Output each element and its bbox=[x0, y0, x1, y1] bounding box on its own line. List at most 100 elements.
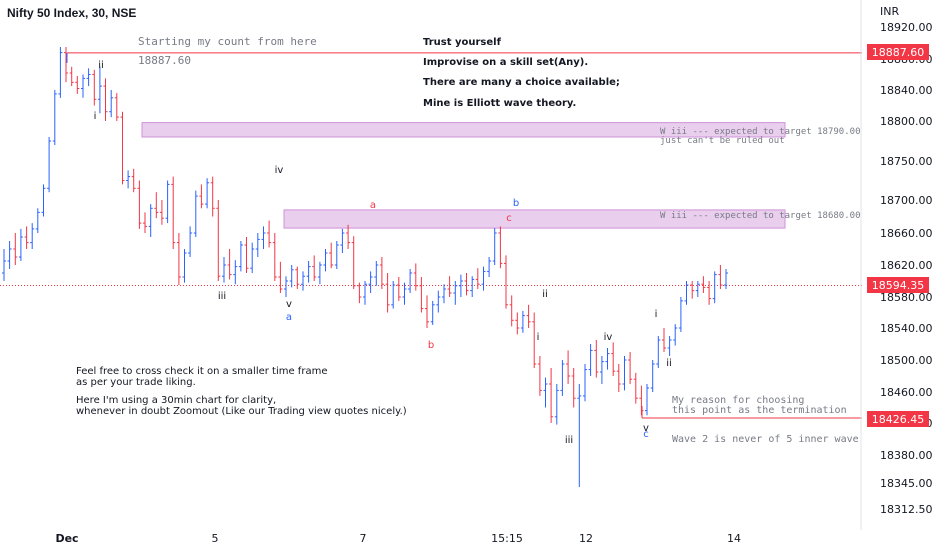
wave-label: b bbox=[428, 340, 434, 351]
motto-line-1: Trust yourself bbox=[423, 37, 502, 48]
candle bbox=[2, 249, 6, 281]
target-zone bbox=[283, 209, 786, 229]
candle bbox=[86, 68, 91, 87]
candle bbox=[137, 180, 142, 229]
candle bbox=[413, 263, 418, 291]
candle bbox=[199, 184, 204, 209]
candle bbox=[695, 281, 700, 297]
wave-label: iii bbox=[218, 291, 226, 302]
wave-label: i bbox=[94, 111, 97, 122]
reason-line-2: this point as the termination bbox=[672, 405, 847, 416]
candle bbox=[159, 200, 164, 225]
y-tick-label: 18460.00 bbox=[880, 386, 932, 399]
candle bbox=[498, 226, 503, 269]
candle bbox=[41, 184, 46, 217]
candle bbox=[690, 281, 695, 299]
candle bbox=[577, 384, 582, 487]
y-tick-label: 18345.00 bbox=[880, 477, 932, 490]
wave-label: ii bbox=[666, 358, 672, 369]
candle bbox=[560, 360, 565, 396]
candle bbox=[216, 200, 221, 281]
wave-label: a bbox=[370, 200, 376, 211]
candle bbox=[75, 76, 80, 94]
candle bbox=[707, 281, 712, 305]
candle bbox=[594, 340, 599, 378]
candle bbox=[396, 277, 401, 301]
candle bbox=[143, 212, 147, 233]
x-tick-label: 12 bbox=[579, 532, 593, 545]
candle bbox=[633, 372, 638, 404]
candle bbox=[30, 223, 35, 249]
candle bbox=[419, 277, 424, 313]
candle bbox=[673, 324, 678, 346]
candle bbox=[334, 241, 339, 269]
wave-label: ii bbox=[98, 60, 104, 71]
wave-label: iii bbox=[565, 435, 573, 446]
candle bbox=[475, 268, 480, 289]
x-tick-label: 14 bbox=[727, 532, 741, 545]
candle bbox=[317, 261, 322, 285]
candle bbox=[52, 90, 57, 145]
candle bbox=[599, 356, 604, 384]
svg-text:18594.35: 18594.35 bbox=[872, 279, 925, 292]
wave-label: i bbox=[537, 332, 540, 343]
x-tick-label: 15:15 bbox=[491, 532, 523, 545]
candle bbox=[583, 364, 587, 402]
wave-label: c bbox=[643, 429, 649, 440]
candle bbox=[645, 384, 649, 416]
candle bbox=[103, 78, 108, 121]
wave-label: a bbox=[286, 312, 292, 323]
horizontal-lines bbox=[0, 52, 862, 419]
candle bbox=[515, 312, 520, 335]
svg-text:18426.45: 18426.45 bbox=[872, 413, 925, 426]
note-line-1: Feel free to cross check it on a smaller… bbox=[76, 366, 327, 377]
candle bbox=[272, 233, 277, 281]
y-tick-label: 18750.00 bbox=[880, 155, 932, 168]
start-title: Starting my count from here bbox=[138, 35, 317, 48]
candle bbox=[566, 350, 571, 384]
candle bbox=[114, 93, 119, 121]
wave-label: b bbox=[513, 198, 519, 209]
candle bbox=[639, 385, 644, 416]
candle bbox=[13, 233, 18, 265]
candle bbox=[329, 242, 334, 269]
candle bbox=[442, 284, 446, 304]
candle bbox=[323, 249, 328, 272]
candle bbox=[24, 226, 29, 249]
candle bbox=[340, 228, 345, 253]
candle bbox=[306, 261, 311, 283]
wave2-note: Wave 2 is never of 5 inner wave bbox=[672, 434, 859, 445]
candle bbox=[97, 66, 102, 114]
zone1-sublabel: just can't be ruled out bbox=[660, 136, 785, 146]
candle bbox=[425, 295, 429, 328]
motto-line-4: Mine is Elliott wave theory. bbox=[423, 98, 576, 109]
wave-label: v bbox=[643, 423, 649, 434]
candle bbox=[509, 295, 514, 327]
candle bbox=[267, 220, 272, 248]
candle bbox=[436, 290, 441, 313]
x-tick-label: 5 bbox=[212, 532, 219, 545]
candle bbox=[537, 356, 542, 396]
candle bbox=[487, 257, 492, 277]
x-tick-label: 7 bbox=[360, 532, 367, 545]
candle bbox=[289, 265, 294, 288]
candle bbox=[255, 233, 260, 257]
wave-label: c bbox=[506, 213, 512, 224]
y-axis: 18920.0018880.0018840.0018800.0018750.00… bbox=[880, 21, 932, 516]
note-line-5: whenever in doubt Zoomout (Like our Trad… bbox=[76, 406, 407, 417]
x-tick-label: Dec bbox=[55, 532, 78, 545]
candle bbox=[447, 276, 452, 297]
candle bbox=[571, 368, 576, 408]
candle bbox=[165, 180, 170, 224]
wave-label: v bbox=[286, 299, 292, 310]
target-zone bbox=[141, 122, 786, 138]
candle bbox=[154, 192, 159, 219]
y-tick-label: 18312.50 bbox=[880, 503, 932, 516]
candle bbox=[481, 266, 486, 291]
candle bbox=[526, 304, 531, 328]
y-tick-label: 18540.00 bbox=[880, 322, 932, 335]
candle bbox=[701, 276, 706, 293]
candle bbox=[222, 257, 226, 283]
candle bbox=[126, 170, 131, 189]
